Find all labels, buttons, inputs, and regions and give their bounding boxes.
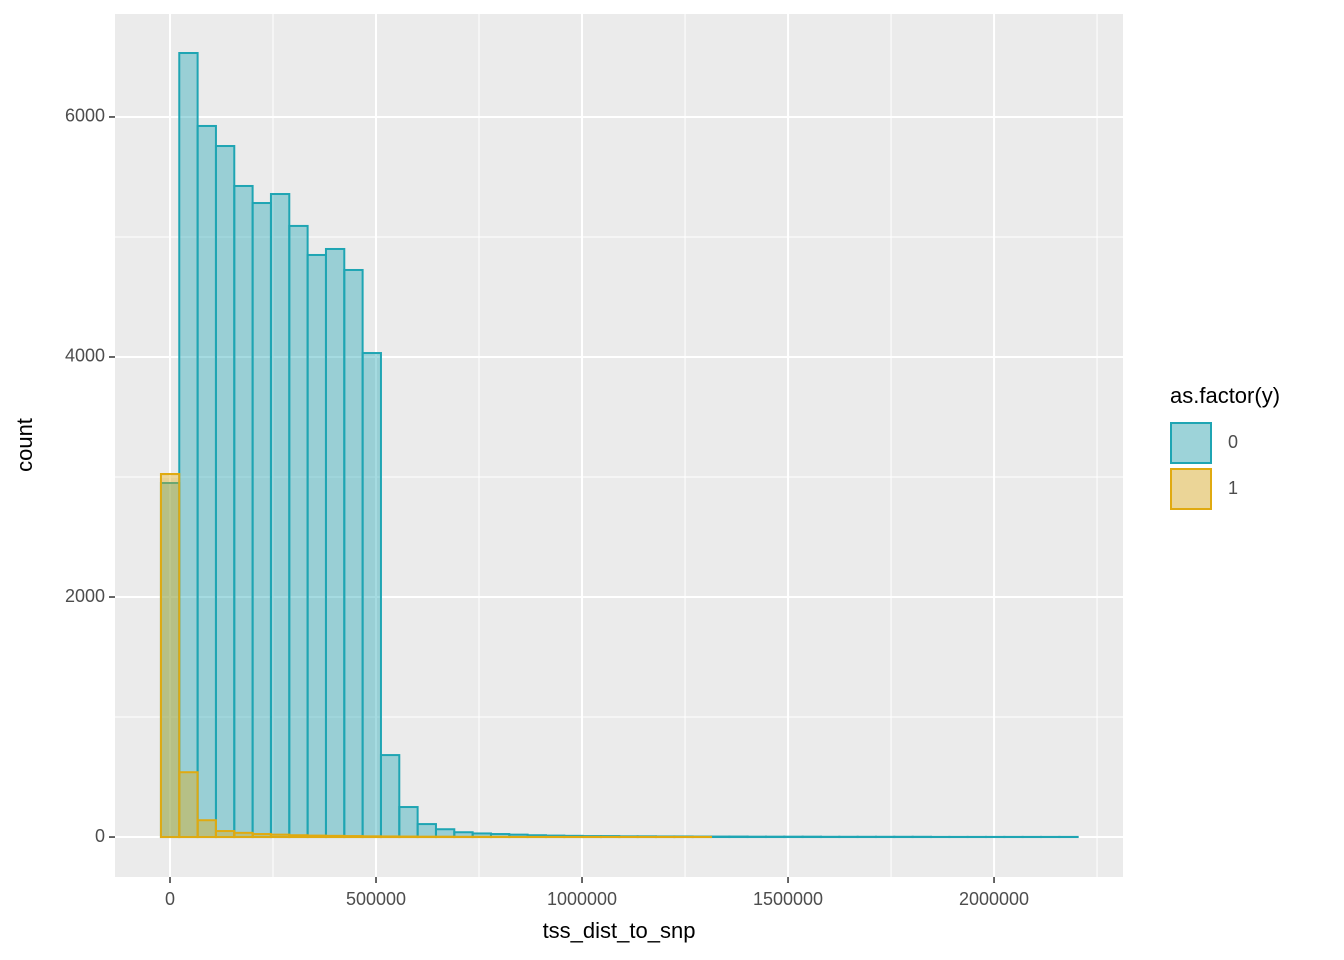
bar	[361, 835, 382, 839]
bar	[196, 819, 217, 839]
bar	[306, 834, 327, 839]
bar	[178, 52, 199, 839]
y-tick-label: 6000	[65, 106, 105, 126]
legend-key	[1170, 422, 1212, 464]
y-axis-title: count	[12, 418, 37, 472]
bar	[159, 473, 181, 839]
bar	[288, 834, 309, 839]
labels: 0 2000 4000 6000 0 500000 1000000 1500000 200000…	[65, 106, 1029, 909]
bar	[306, 253, 327, 839]
x-tick-label: 1500000	[753, 889, 823, 909]
bar	[214, 830, 236, 839]
x-axis-title: tss_dist_to_snp	[543, 918, 696, 943]
legend-title: as.factor(y)	[1170, 383, 1280, 408]
bar	[324, 834, 346, 839]
bar	[343, 268, 364, 839]
bar	[196, 124, 217, 839]
y-tick-label: 0	[95, 826, 105, 846]
bar	[269, 193, 291, 839]
bar	[214, 145, 236, 839]
bar	[288, 224, 309, 839]
bar	[233, 831, 254, 839]
x-tick-label: 2000000	[959, 889, 1029, 909]
legend-swatch	[1170, 422, 1212, 464]
bar	[251, 833, 272, 839]
bar	[361, 352, 382, 839]
y-tick-label: 2000	[65, 586, 105, 606]
bar	[251, 202, 272, 839]
bar	[343, 835, 364, 839]
x-tick-label: 500000	[346, 889, 406, 909]
panel	[115, 14, 1123, 877]
legend-swatch	[1170, 468, 1212, 510]
bar	[379, 835, 401, 839]
legend-label: 1	[1228, 478, 1238, 498]
bar	[269, 833, 291, 839]
legend-key	[1170, 468, 1212, 510]
bar	[379, 754, 401, 839]
bar	[416, 823, 437, 839]
bar	[178, 771, 199, 839]
legend-label: 0	[1228, 432, 1238, 452]
y-tick-label: 4000	[65, 346, 105, 366]
bar	[324, 247, 346, 839]
x-tick-label: 1000000	[547, 889, 617, 909]
bar	[398, 806, 419, 839]
bars	[159, 52, 1079, 839]
x-tick-label: 0	[165, 889, 175, 909]
bar	[233, 184, 254, 839]
